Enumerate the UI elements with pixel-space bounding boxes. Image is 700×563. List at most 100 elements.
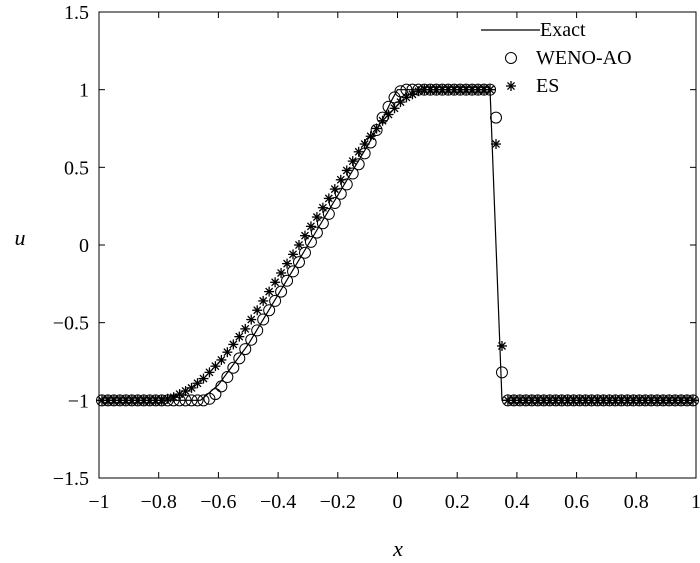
star-stroke <box>259 296 268 305</box>
x-tick-label: −1 <box>88 491 109 513</box>
y-tick-label: 1 <box>79 80 89 102</box>
star-stroke <box>390 104 399 113</box>
star-stroke <box>205 368 214 377</box>
point-es <box>311 212 322 223</box>
star-stroke <box>289 250 298 259</box>
x-tick-label: −0.8 <box>141 491 177 513</box>
series-layer <box>95 83 700 407</box>
point-es <box>258 295 269 306</box>
point-es <box>288 249 299 260</box>
point-weno-ao <box>215 380 228 393</box>
point-weno-ao <box>191 394 204 407</box>
point-weno-ao <box>257 313 270 326</box>
star-stroke <box>103 396 112 405</box>
star-stroke <box>497 341 506 350</box>
point-weno-ao <box>388 91 401 104</box>
point-es <box>246 314 257 325</box>
star-stroke <box>241 324 250 333</box>
star-stroke <box>169 393 178 402</box>
point-es <box>389 103 400 114</box>
star-stroke <box>492 140 501 149</box>
star-stroke <box>247 315 256 324</box>
star-stroke <box>139 396 148 405</box>
y-tick-label: −0.5 <box>53 313 89 335</box>
point-es <box>688 395 699 406</box>
star-stroke <box>563 396 572 405</box>
star-stroke <box>157 396 166 405</box>
star-stroke <box>151 396 160 405</box>
point-weno-ao <box>281 274 294 287</box>
star-stroke <box>659 396 668 405</box>
star-stroke <box>348 157 357 166</box>
y-axis-ticks: −1.5 −1 −0.5 0 0.5 1 1.5 <box>53 2 696 490</box>
point-es <box>407 89 418 100</box>
point-es <box>216 354 227 365</box>
series-es <box>96 84 699 406</box>
point-weno-ao <box>233 352 246 365</box>
star-stroke <box>420 85 429 94</box>
star-stroke <box>360 140 369 149</box>
point-es <box>323 193 334 204</box>
star-stroke <box>324 194 333 203</box>
point-es <box>186 382 197 393</box>
point-es <box>270 277 281 288</box>
point-weno-ao <box>275 285 288 298</box>
point-es <box>240 323 251 334</box>
star-stroke <box>557 396 566 405</box>
point-es <box>162 393 173 404</box>
legend-label-weno-ao: WENO-AO <box>536 47 632 69</box>
point-es <box>276 267 287 278</box>
star-stroke <box>593 396 602 405</box>
x-axis-label: x <box>392 536 403 561</box>
point-weno-ao <box>304 235 317 248</box>
point-es <box>282 258 293 269</box>
star-stroke <box>623 396 632 405</box>
star-stroke <box>145 396 154 405</box>
point-es <box>371 123 382 134</box>
star-stroke <box>217 355 226 364</box>
star-stroke <box>163 394 172 403</box>
point-es <box>520 395 531 406</box>
star-stroke <box>342 166 351 175</box>
point-es <box>305 221 316 232</box>
y-tick-label: −1 <box>68 390 89 412</box>
x-tick-label: −0.6 <box>200 491 236 513</box>
star-stroke <box>581 396 590 405</box>
point-es <box>670 395 681 406</box>
point-es <box>204 367 215 378</box>
point-es <box>479 84 490 95</box>
series-exact <box>99 89 696 401</box>
star-stroke <box>509 396 518 405</box>
point-es <box>598 395 609 406</box>
star-stroke <box>450 85 459 94</box>
point-weno-ao <box>209 388 222 401</box>
star-stroke <box>396 98 405 107</box>
star-stroke <box>474 85 483 94</box>
point-es <box>485 84 496 95</box>
star-stroke <box>629 396 638 405</box>
point-es <box>491 139 502 150</box>
point-weno-ao <box>197 394 210 407</box>
point-es <box>228 339 239 350</box>
star-stroke <box>271 278 280 287</box>
star-stroke <box>402 93 411 102</box>
star-stroke <box>432 85 441 94</box>
x-tick-label: 0.4 <box>504 491 529 513</box>
x-tick-label: 0.6 <box>564 491 589 513</box>
star-stroke <box>426 85 435 94</box>
point-es <box>664 395 675 406</box>
star-stroke <box>503 396 512 405</box>
point-es <box>96 395 107 406</box>
point-es <box>341 165 352 176</box>
star-stroke <box>444 85 453 94</box>
point-es <box>508 395 519 406</box>
series-weno-ao <box>95 83 700 407</box>
star-stroke <box>521 396 530 405</box>
star-stroke <box>199 374 208 383</box>
star-stroke <box>408 90 417 99</box>
point-weno-ao <box>298 246 311 259</box>
star-stroke <box>97 396 106 405</box>
star-stroke <box>456 85 465 94</box>
point-es <box>264 286 275 297</box>
plot-frame <box>98 11 697 479</box>
